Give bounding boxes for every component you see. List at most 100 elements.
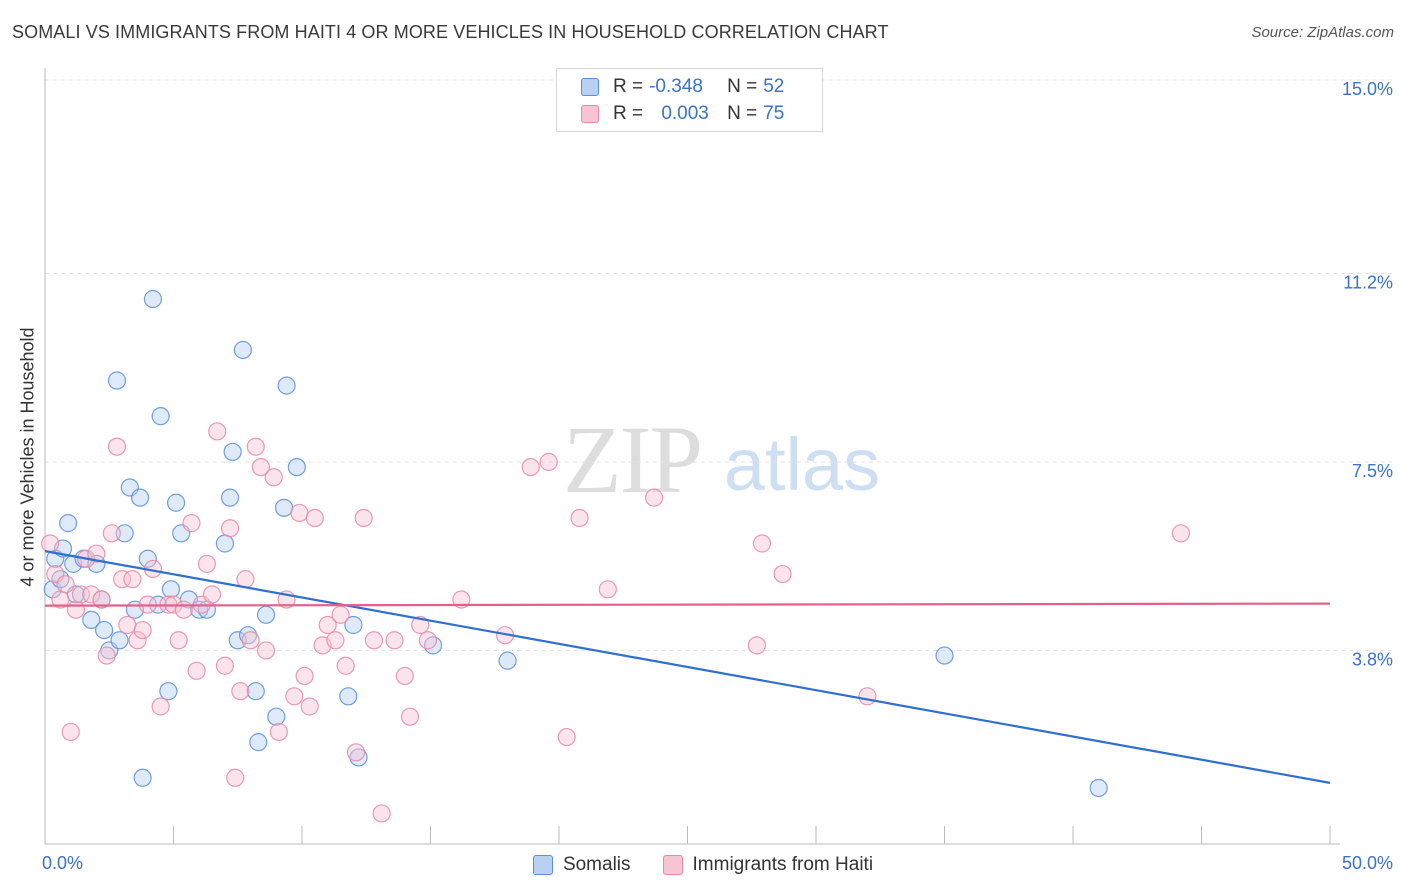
somalis-point [223,442,242,461]
haiti-point [598,580,617,599]
legend-item-somalis[interactable]: Somalis [532,854,631,876]
haiti-point [264,468,283,487]
haiti-point [151,697,170,716]
haiti-point [346,743,366,762]
r-value: 0.003 [661,103,709,124]
haiti-point [112,570,132,589]
somalis-point [256,605,276,624]
y-tick-label: 15.0% [1342,79,1393,99]
haiti-point [326,631,345,650]
somalis-trend-line [44,550,1331,784]
haiti-point [97,646,116,665]
haiti-point [452,590,471,609]
haiti-point [82,585,101,604]
watermark-atlas: atlas [724,423,880,506]
somalis-point [267,707,286,726]
somalis-point [274,498,294,517]
haiti-point [202,585,222,604]
haiti-point [118,615,137,635]
somalis-point [344,615,363,635]
haiti-point [318,615,337,635]
haiti-point [41,534,60,553]
watermark: ZIP atlas [563,406,880,513]
somalis-point [138,549,157,568]
somalis-point [1089,778,1108,798]
y-axis-title: 4 or more Vehicles in Household [17,327,38,587]
n-label: N = [727,76,758,97]
haiti-point [251,457,270,477]
haiti-point [752,534,772,553]
y-tick-label: 3.8% [1352,649,1393,669]
haiti-point [87,544,106,563]
haiti-point [385,631,404,650]
haiti-point [256,641,276,660]
haiti-point [364,631,384,650]
somalis-point [159,682,178,701]
haiti-trend-line [44,602,1331,607]
r-label: R = [613,103,644,124]
haiti-point [208,422,227,441]
somalis-point [349,748,368,767]
haiti-point [305,508,324,528]
haiti-point [336,656,355,675]
somalis-point [277,376,296,395]
grid-lines [45,79,1392,651]
series-legend: Somalis Immigrants from Haiti [0,852,1406,878]
haiti-point [521,457,540,477]
r-label: R = [613,76,644,97]
haiti-point [773,564,792,584]
legend-label-somalis: Somalis [562,854,631,875]
haiti-point [246,437,265,456]
haiti-point [858,687,877,706]
somalis-point [59,514,78,533]
tick-labels: 3.8% 7.5% 11.2% 15.0% 0.0% 50.0% [42,79,1393,873]
haiti-point [372,804,391,823]
haiti-point [231,682,250,701]
haiti-point [107,437,127,456]
haiti-point [92,590,111,609]
somalis-point [161,580,181,599]
n-label: N = [727,103,758,124]
haiti-point [1171,524,1191,543]
stats-row-somalis: R = -0.348 N = 52 [581,75,784,99]
haiti-point [411,615,430,635]
haiti-point [290,503,309,523]
somalis-point [107,371,127,390]
somalis-point [95,620,114,640]
haiti-point [102,524,121,543]
haiti-point [331,605,350,624]
haiti-point [61,722,80,742]
haiti-point [644,488,664,507]
stats-legend: R = -0.348 N = 52 R = 0.003 N = 75 [556,68,823,132]
somalis-point [423,636,443,655]
chart-title: SOMALI VS IMMIGRANTS FROM HAITI 4 OR MOR… [12,22,889,42]
somalis-point [133,768,152,787]
haiti-point [539,452,558,472]
haiti-point [133,620,152,640]
somalis-point [82,610,101,629]
somalis-point [143,289,163,309]
haiti-point [557,727,576,747]
legend-item-haiti[interactable]: Immigrants from Haiti [662,854,873,876]
x-tick-label: 50.0% [1342,853,1393,873]
haiti-point [71,585,91,604]
haiti-point [747,636,766,655]
somalis-point [51,570,70,589]
somalis-point [339,687,358,706]
somalis-point [498,651,517,670]
data-points [41,289,1191,823]
haiti-point [300,697,319,716]
source-label: Source: ZipAtlas.com [1251,24,1394,41]
haiti-point [128,631,147,650]
haiti-point [220,519,240,538]
y-tick-label: 11.2% [1343,273,1393,293]
haiti-point [169,631,188,650]
haiti-point [187,661,206,680]
haiti-point [226,768,245,787]
haiti-point [400,707,420,726]
haiti-point [295,666,314,686]
haiti-point [215,656,234,675]
somalis-point [233,340,252,360]
somalis-point [110,631,129,650]
